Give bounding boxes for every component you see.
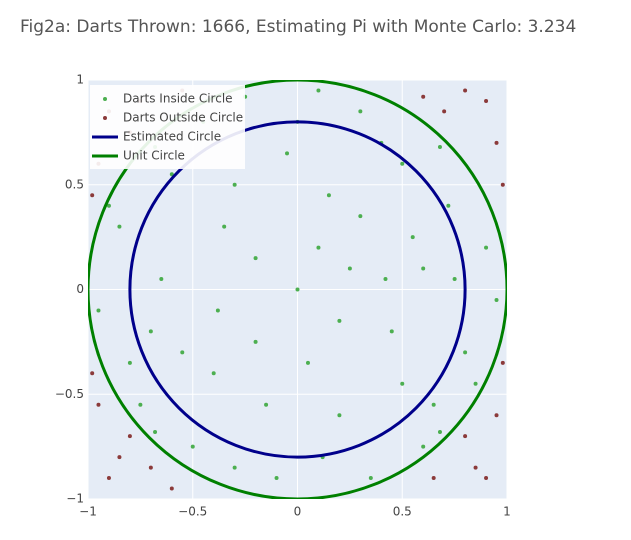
- chart-title: Fig2a: Darts Thrown: 1666, Estimating Pi…: [20, 17, 576, 37]
- dart-point: [400, 381, 405, 386]
- dart-point: [117, 224, 122, 229]
- dart-point: [316, 245, 321, 250]
- dart-point: [442, 109, 447, 114]
- dart-point: [473, 465, 478, 470]
- dart-point: [232, 465, 237, 470]
- dart-point: [274, 476, 279, 481]
- dart-point: [358, 214, 363, 219]
- dart-point: [484, 476, 489, 481]
- dart-point: [484, 98, 489, 103]
- dart-point: [211, 371, 216, 376]
- dart-point: [253, 256, 258, 261]
- dart-point: [169, 172, 174, 177]
- dart-point: [326, 193, 331, 198]
- dart-point: [400, 161, 405, 166]
- dart-point: [138, 402, 143, 407]
- circle-line: [128, 120, 467, 459]
- y-tick-label: −0.5: [55, 387, 84, 401]
- dart-point: [389, 329, 394, 334]
- dart-point: [96, 402, 101, 407]
- y-tick-label: −1: [66, 492, 84, 506]
- dart-point: [473, 381, 478, 386]
- dart-point: [437, 429, 442, 434]
- dart-point: [452, 277, 457, 282]
- dart-point: [494, 140, 499, 145]
- legend-label: Estimated Circle: [123, 130, 221, 144]
- legend-label: Darts Outside Circle: [123, 111, 243, 125]
- dart-point: [421, 94, 426, 99]
- dart-point: [500, 182, 505, 187]
- dart-point: [153, 429, 158, 434]
- dart-point: [295, 287, 300, 292]
- dart-point: [368, 476, 373, 481]
- dart-point: [190, 444, 195, 449]
- dart-point: [494, 413, 499, 418]
- dart-point: [463, 434, 468, 439]
- legend-marker: [103, 116, 107, 120]
- dart-point: [383, 277, 388, 282]
- x-tick-label: 0.5: [393, 505, 412, 519]
- x-tick-label: 0: [294, 505, 302, 519]
- dart-point: [222, 224, 227, 229]
- x-tick-label: −1: [79, 505, 97, 519]
- dart-point: [117, 455, 122, 460]
- dart-point: [169, 486, 174, 491]
- dart-point: [106, 476, 111, 481]
- dart-point: [253, 339, 258, 344]
- dart-point: [285, 151, 290, 156]
- dart-point: [264, 402, 269, 407]
- dart-point: [180, 350, 185, 355]
- dart-point: [500, 360, 505, 365]
- dart-point: [484, 245, 489, 250]
- dart-point: [106, 203, 111, 208]
- dart-point: [148, 329, 153, 334]
- dart-point: [232, 182, 237, 187]
- dart-point: [90, 371, 95, 376]
- dart-point: [127, 434, 132, 439]
- dart-point: [358, 109, 363, 114]
- dart-point: [337, 413, 342, 418]
- dart-point: [437, 145, 442, 150]
- x-tick-label: −0.5: [178, 505, 207, 519]
- dart-point: [127, 360, 132, 365]
- dart-point: [148, 465, 153, 470]
- y-tick-label: 0.5: [65, 177, 84, 191]
- dart-point: [347, 266, 352, 271]
- dart-point: [463, 350, 468, 355]
- legend-label: Unit Circle: [123, 149, 185, 163]
- dart-point: [431, 402, 436, 407]
- dart-point: [463, 88, 468, 93]
- x-tick-label: 1: [503, 505, 511, 519]
- dart-point: [159, 277, 164, 282]
- dart-point: [446, 203, 451, 208]
- y-tick-label: 0: [76, 282, 84, 296]
- legend-label: Darts Inside Circle: [123, 92, 233, 106]
- dart-point: [421, 266, 426, 271]
- legend-marker: [103, 97, 107, 101]
- dart-point: [305, 360, 310, 365]
- dart-point: [421, 444, 426, 449]
- dart-point: [316, 88, 321, 93]
- dart-point: [337, 318, 342, 323]
- dart-point: [96, 308, 101, 313]
- dart-point: [90, 193, 95, 198]
- dart-point: [410, 235, 415, 240]
- dart-point: [215, 308, 220, 313]
- dart-point: [494, 297, 499, 302]
- dart-point: [431, 476, 436, 481]
- y-tick-label: 1: [76, 73, 84, 87]
